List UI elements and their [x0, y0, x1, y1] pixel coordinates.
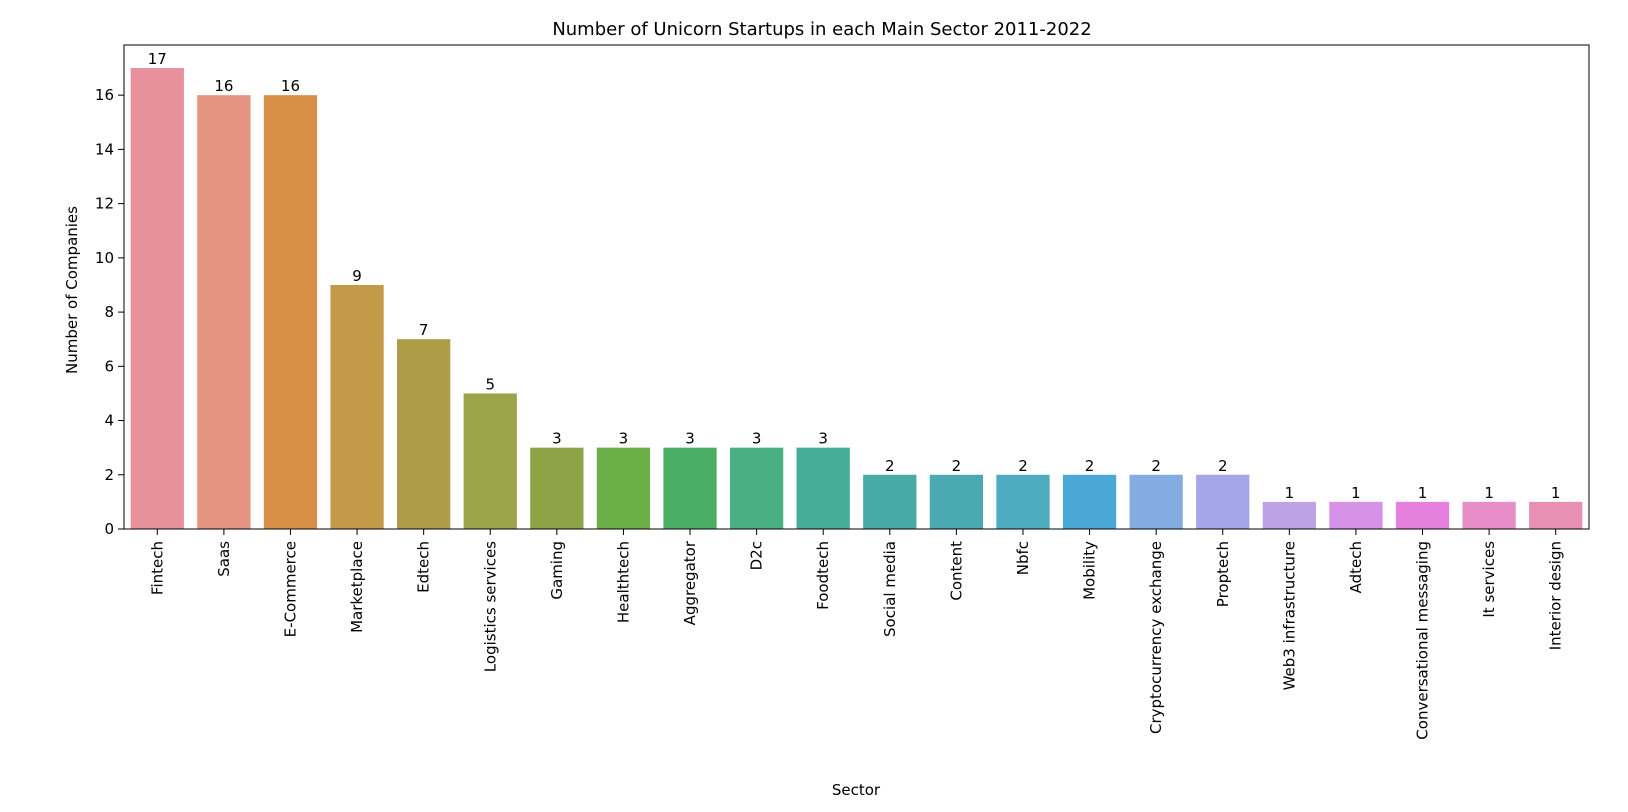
x-tick-label: D2c — [748, 541, 766, 570]
y-tick-label: 0 — [104, 520, 114, 538]
data-label: 17 — [148, 50, 167, 68]
bar — [1129, 474, 1183, 529]
bar — [463, 393, 517, 529]
data-label: 3 — [685, 430, 695, 448]
bar — [1462, 501, 1516, 529]
x-tick-label: Foodtech — [814, 541, 832, 610]
x-tick-label: Content — [947, 541, 965, 601]
x-tick-label: Saas — [215, 541, 233, 577]
x-tick-label: Logistics services — [481, 541, 499, 672]
data-label: 1 — [1351, 484, 1361, 502]
x-tick-label: Mobility — [1081, 541, 1099, 600]
x-axis-label: Sector — [832, 781, 881, 799]
bar — [663, 447, 717, 529]
data-label: 1 — [1551, 484, 1561, 502]
bar — [1262, 501, 1316, 529]
bar — [130, 68, 184, 530]
bar — [596, 447, 651, 529]
x-tick-label: Cryptocurrency exchange — [1147, 541, 1165, 734]
x-tick-label: Marketplace — [348, 541, 366, 633]
bar — [996, 474, 1050, 529]
data-label: 1 — [1418, 484, 1428, 502]
chart-title: Number of Unicorn Startups in each Main … — [552, 19, 1091, 40]
x-tick-label: Gaming — [548, 541, 566, 600]
y-tick-label: 14 — [95, 140, 114, 158]
y-tick-label: 8 — [104, 303, 114, 321]
x-tick-label: It services — [1480, 541, 1498, 618]
x-tick-label: Nbfc — [1014, 541, 1032, 575]
y-tick-label: 10 — [95, 249, 114, 267]
data-label: 3 — [619, 430, 629, 448]
bar — [1062, 474, 1117, 529]
data-label: 2 — [1018, 457, 1028, 475]
data-label: 16 — [281, 77, 300, 95]
bar — [1395, 501, 1450, 529]
data-label: 7 — [419, 321, 429, 339]
data-label: 2 — [1151, 457, 1161, 475]
bar — [530, 447, 584, 529]
y-tick-label: 12 — [95, 195, 114, 213]
x-tick-label: Adtech — [1347, 541, 1365, 593]
data-label: 2 — [1218, 457, 1228, 475]
bar — [929, 474, 984, 529]
bar — [263, 95, 318, 529]
y-tick-label: 2 — [104, 466, 114, 484]
x-tick-label: Edtech — [415, 541, 433, 593]
data-label: 2 — [885, 457, 895, 475]
data-label: 2 — [1085, 457, 1095, 475]
bar — [397, 339, 451, 529]
y-tick-label: 6 — [104, 357, 114, 375]
data-label: 16 — [214, 77, 233, 95]
bar — [330, 284, 384, 529]
y-tick-label: 4 — [104, 412, 114, 430]
data-label: 1 — [1484, 484, 1494, 502]
bar — [729, 447, 784, 529]
x-tick-label: Proptech — [1214, 541, 1232, 607]
data-label: 3 — [818, 430, 828, 448]
x-tick-label: Social media — [881, 541, 899, 637]
y-axis-label: Number of Companies — [63, 206, 81, 374]
bar — [863, 474, 917, 529]
data-label: 5 — [485, 375, 495, 393]
data-label: 3 — [552, 430, 562, 448]
plot-frame — [123, 44, 1590, 530]
bar — [1196, 474, 1250, 529]
bar — [1529, 501, 1583, 529]
plot-area: 024681012141617Fintech16Saas16E-Commerce… — [95, 50, 1583, 740]
bar — [1329, 501, 1383, 529]
bar — [197, 95, 251, 529]
data-label: 9 — [352, 267, 362, 285]
x-tick-label: Fintech — [148, 541, 166, 595]
data-label: 1 — [1285, 484, 1295, 502]
x-tick-label: Interior design — [1547, 541, 1565, 650]
x-tick-label: Web3 infrastructure — [1280, 541, 1298, 690]
x-tick-label: Aggregator — [681, 540, 699, 625]
x-tick-label: E-Commerce — [281, 541, 299, 637]
y-tick-label: 16 — [95, 86, 114, 104]
x-tick-label: Conversational messaging — [1414, 541, 1432, 740]
x-tick-label: Healthtech — [614, 541, 632, 623]
bar — [796, 447, 850, 529]
data-label: 3 — [752, 430, 762, 448]
data-label: 2 — [952, 457, 962, 475]
